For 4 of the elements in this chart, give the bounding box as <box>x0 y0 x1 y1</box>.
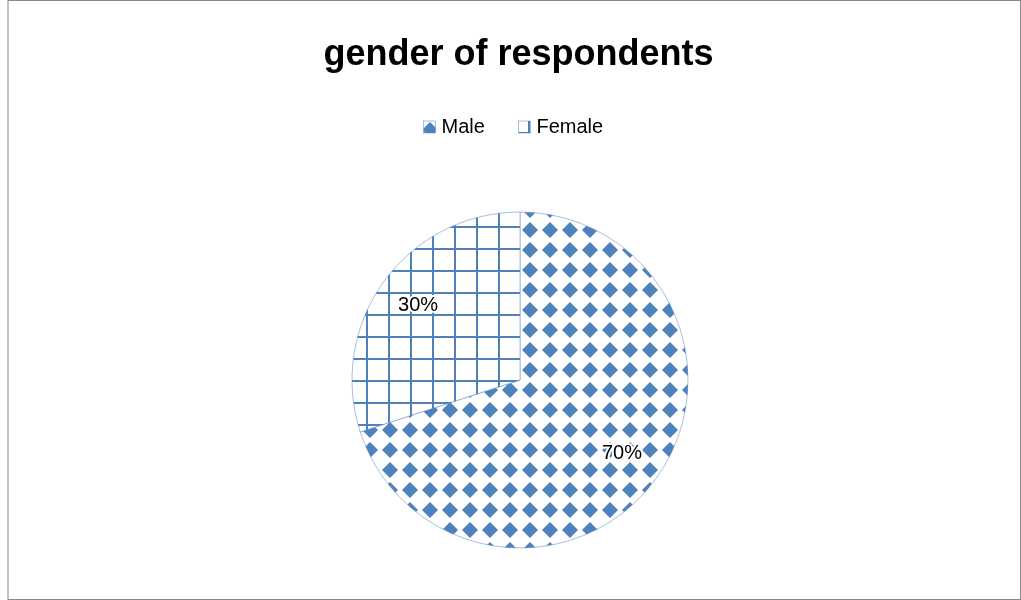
chart-title: gender of respondents <box>323 32 714 73</box>
data-label: 70% <box>601 441 643 464</box>
legend-label: Male <box>441 115 485 138</box>
legend-label: Female <box>536 115 604 138</box>
